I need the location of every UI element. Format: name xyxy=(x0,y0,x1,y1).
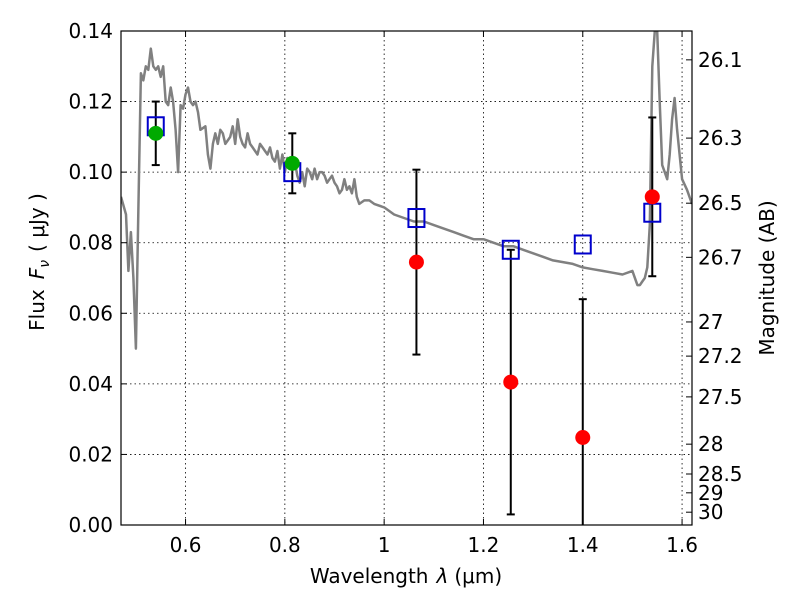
y-tick-label: 0.06 xyxy=(68,301,113,325)
y-tick-label: 0.08 xyxy=(68,231,113,255)
x-tick-label: 0.8 xyxy=(269,533,301,557)
right-tick-label: 26.7 xyxy=(698,245,743,269)
right-axis-label: Magnitude (AB) xyxy=(755,200,779,355)
y-tick-label: 0.10 xyxy=(68,160,113,184)
right-tick-label: 30 xyxy=(698,500,723,524)
axis-ticks xyxy=(121,30,692,526)
nir-data-point xyxy=(408,254,424,270)
y-tick-label: 0.12 xyxy=(68,90,113,114)
y-tick-label: 0.14 xyxy=(68,19,113,43)
optical-data-point xyxy=(284,155,300,171)
model-photometry-square xyxy=(501,239,520,260)
right-tick-label: 28 xyxy=(698,432,723,456)
right-tick-label: 26.5 xyxy=(698,191,743,215)
right-tick-label: 29 xyxy=(698,481,723,505)
y-tick-label: 0.02 xyxy=(68,442,113,466)
y-tick-label: 0.00 xyxy=(68,513,113,537)
x-tick-label: 1.6 xyxy=(666,533,698,557)
optical-data-point xyxy=(148,125,164,141)
nir-data-point xyxy=(575,429,591,445)
nir-data-point xyxy=(503,374,519,390)
plot-frame xyxy=(120,30,693,526)
right-tick-label: 26.1 xyxy=(698,48,743,72)
model-photometry-square xyxy=(407,208,426,229)
observed-points-layer xyxy=(148,125,660,445)
x-tick-label: 1 xyxy=(378,533,391,557)
x-tick-labels: 0.6 0.8 1 1.2 1.4 1.6 xyxy=(170,533,698,557)
y-tick-label: 0.04 xyxy=(68,372,113,396)
right-tick-label: 27.5 xyxy=(698,385,743,409)
right-tick-label: 28.5 xyxy=(698,462,743,486)
x-axis-label: Wavelength λ (μm) xyxy=(310,564,502,588)
x-tick-label: 1.2 xyxy=(468,533,500,557)
model-photometry-square xyxy=(573,234,592,255)
right-tick-label: 27.2 xyxy=(698,344,743,368)
nir-data-point xyxy=(644,189,660,205)
model-spectrum-line xyxy=(121,31,692,350)
right-tick-label: 27 xyxy=(698,310,723,334)
right-tick-label: 26.3 xyxy=(698,126,743,150)
model-spectrum-layer xyxy=(121,31,692,350)
x-tick-label: 1.4 xyxy=(567,533,599,557)
y-tick-labels: 0.00 0.02 0.04 0.06 0.08 0.10 0.12 0.14 xyxy=(68,19,113,537)
grid-lines xyxy=(121,31,692,525)
x-tick-label: 0.6 xyxy=(170,533,202,557)
y-axis-label: FluxFν( μJy ) xyxy=(25,193,53,331)
